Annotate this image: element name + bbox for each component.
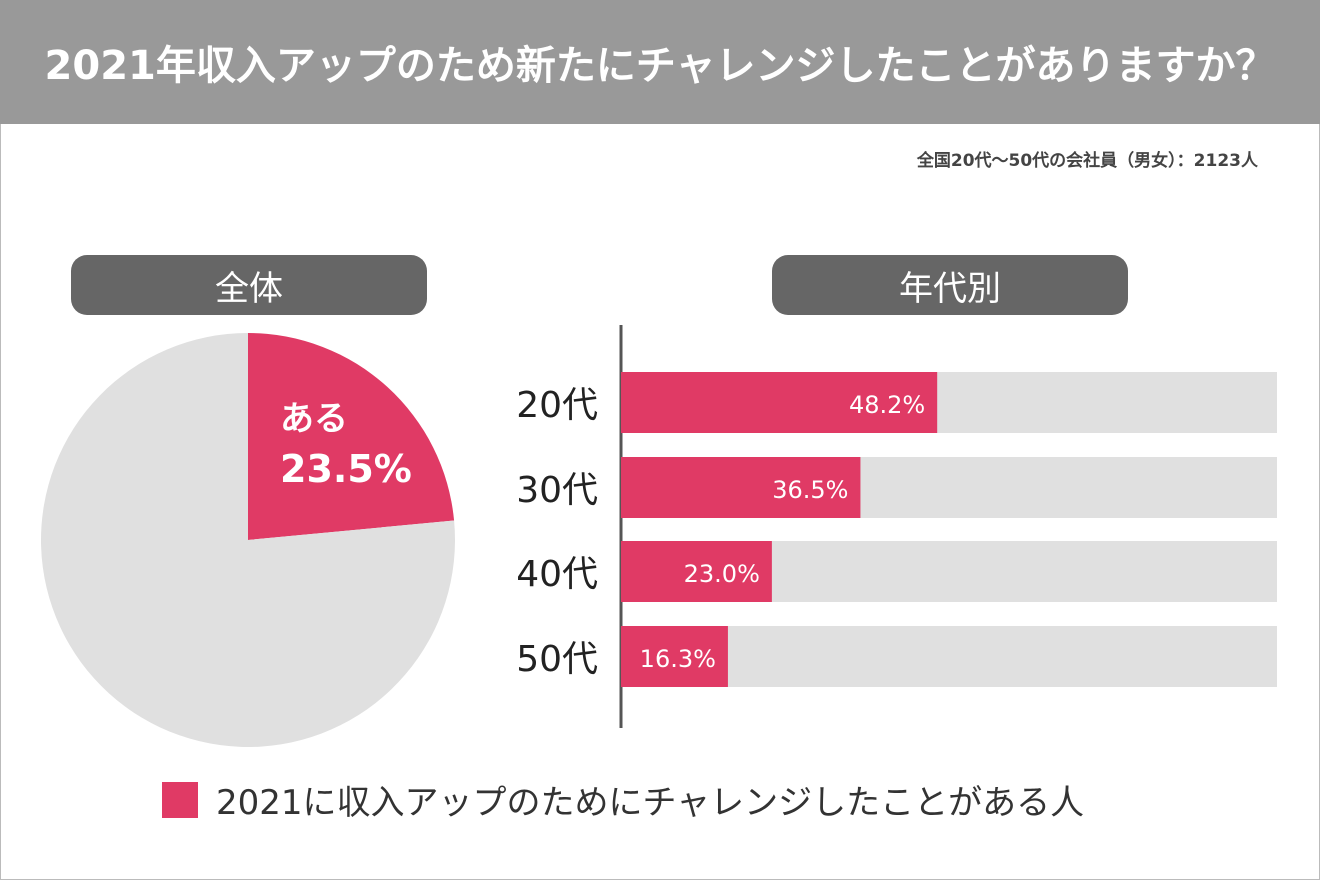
pie-title: 全体 — [71, 255, 427, 315]
pie-slice-0 — [248, 333, 455, 540]
pie-slice-1 — [40, 333, 456, 748]
category-label: 30代 — [516, 470, 598, 511]
bar-40代 — [621, 541, 772, 602]
category-label: 20代 — [516, 385, 598, 426]
bar-value-label: 48.2% — [849, 391, 925, 419]
bar-title: 年代別 — [772, 255, 1128, 315]
category-label: 40代 — [516, 554, 598, 595]
bar-30代 — [621, 457, 861, 518]
legend: 2021に収入アップのためにチャレンジしたことがある人 — [162, 775, 1084, 824]
pie-slice-value: 23.5% — [280, 447, 412, 491]
pie-slice-label: ある — [280, 399, 348, 439]
chart-subtitle: 全国20代〜50代の会社員（男女）：2123人 — [916, 151, 1258, 171]
bar-value-label: 23.0% — [684, 560, 760, 588]
bar-track — [621, 626, 1277, 687]
chart-title: 2021年収入アップのため新たにチャレンジしたことがありますか？ — [0, 0, 1320, 124]
legend-label: 2021に収入アップのためにチャレンジしたことがある人 — [216, 783, 1085, 823]
category-label: 50代 — [516, 639, 598, 680]
bar-50代 — [621, 626, 728, 687]
bar-value-label: 16.3% — [640, 645, 716, 673]
legend-swatch — [162, 781, 198, 818]
bar-value-label: 36.5% — [772, 476, 848, 504]
bar-20代 — [621, 372, 938, 433]
